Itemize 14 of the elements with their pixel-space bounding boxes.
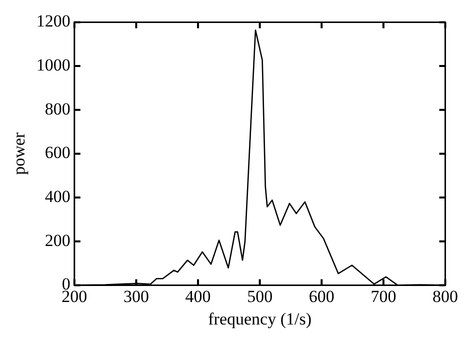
y-tick-label: 1000 <box>36 56 70 74</box>
y-tick-label: 200 <box>44 230 70 250</box>
x-tick-label: 300 <box>123 286 149 306</box>
x-tick-label: 800 <box>432 286 458 306</box>
x-tick-label: 400 <box>185 286 211 306</box>
y-tick-label: 600 <box>44 143 70 162</box>
x-tick-label: 500 <box>247 286 273 306</box>
x-tick-label: 700 <box>370 286 396 306</box>
y-tick-label: 1200 <box>36 12 70 31</box>
x-tick-label: 600 <box>308 286 334 306</box>
y-axis-title: power <box>10 132 29 175</box>
x-axis-title: frequency (1/s) <box>208 309 312 328</box>
y-tick-label: 400 <box>44 187 70 206</box>
y-tick-label: 800 <box>44 99 70 118</box>
